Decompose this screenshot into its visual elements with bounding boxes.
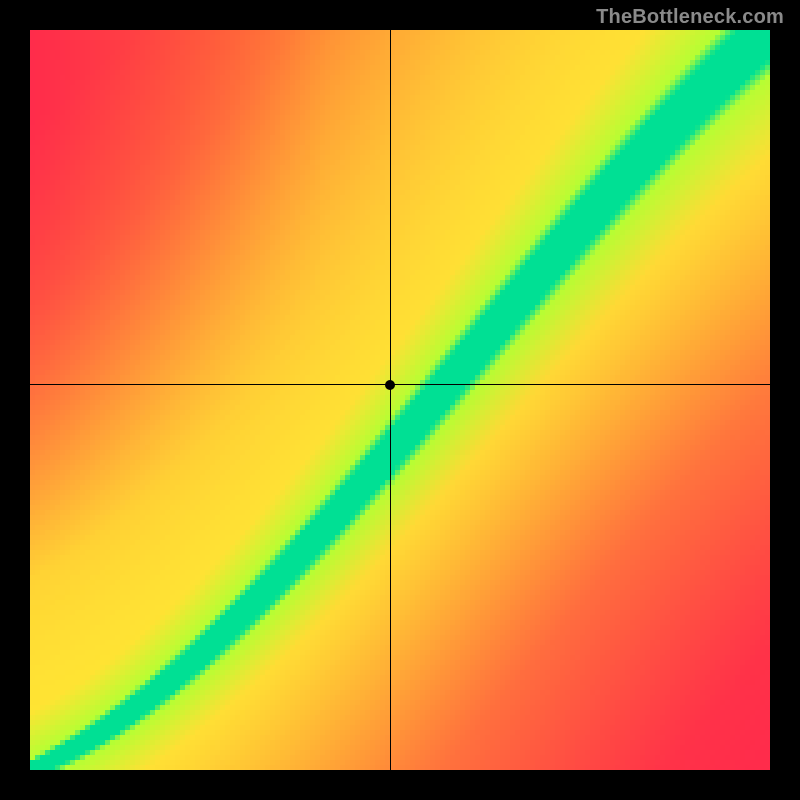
crosshair-horizontal <box>30 384 770 385</box>
crosshair-vertical <box>390 30 391 770</box>
watermark-text: TheBottleneck.com <box>596 6 784 29</box>
bottleneck-heatmap <box>30 30 770 770</box>
selection-marker <box>385 380 395 390</box>
